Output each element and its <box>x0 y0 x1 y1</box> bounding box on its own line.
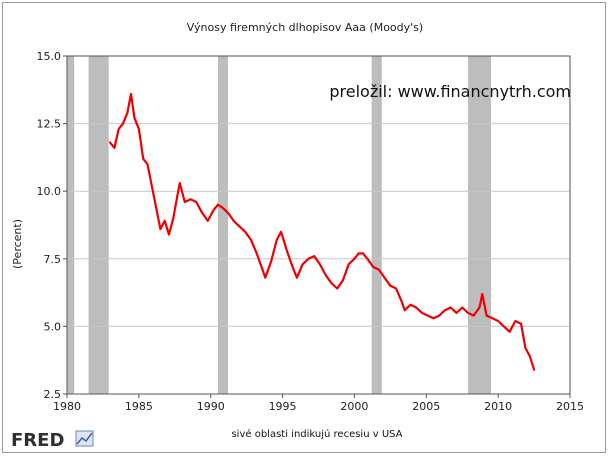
x-tick-label: 1995 <box>269 400 297 413</box>
x-tick-label: 1980 <box>53 400 81 413</box>
plot-border <box>66 55 571 395</box>
chart-frame: Výnosy firemných dlhopisov Aaa (Moody's)… <box>2 2 606 453</box>
x-tick-label: 2015 <box>556 400 584 413</box>
x-tick-label: 1985 <box>125 400 153 413</box>
x-tick-label: 1990 <box>197 400 225 413</box>
x-tick-label: 2000 <box>340 400 368 413</box>
recession-band-4 <box>467 56 491 394</box>
recession-band-3 <box>371 56 382 394</box>
y-tick-label: 10.0 <box>37 185 62 198</box>
y-axis-label: (Percent) <box>11 219 24 269</box>
y-tick-label: 15.0 <box>37 50 62 63</box>
recession-band-2 <box>217 56 228 394</box>
recession-footnote: sivé oblasti indikujú recesiu v USA <box>231 428 402 440</box>
chart-canvas: Výnosy firemných dlhopisov Aaa (Moody's)… <box>11 21 584 451</box>
series-line-0 <box>108 92 536 371</box>
x-tick-label: 2010 <box>484 400 512 413</box>
chart-icon <box>75 430 94 447</box>
y-tick-label: 12.5 <box>37 118 62 131</box>
x-tick-label: 2005 <box>412 400 440 413</box>
fred-logo-text: FRED <box>11 430 64 451</box>
series-line-group <box>108 92 536 371</box>
plot-background <box>66 55 571 395</box>
fred-logo: FRED <box>11 430 94 451</box>
x-axis-ticks: 1980 1985 1990 1995 2000 2005 2010 2015 <box>53 394 584 413</box>
y-tick-label: 2.5 <box>44 388 62 401</box>
plot-area <box>66 55 571 395</box>
chart-title: Výnosy firemných dlhopisov Aaa (Moody's) <box>187 21 423 34</box>
y-tick-label: 5.0 <box>44 320 62 333</box>
recession-band-0 <box>67 56 75 394</box>
y-axis-ticks: 2.5 5.0 7.5 10.0 12.5 15.0 <box>37 50 67 401</box>
recession-band-1 <box>88 56 109 394</box>
y-tick-label: 7.5 <box>44 253 62 266</box>
credit-annotation: preložil: www.financnytrh.com <box>329 82 571 101</box>
